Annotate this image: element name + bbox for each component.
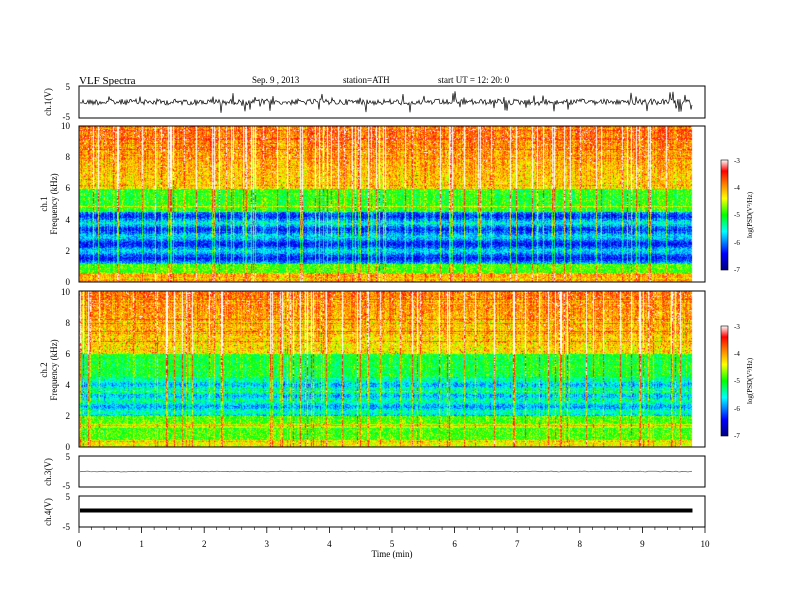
ch2-colorbar-label: log(PSD(V²/Hz) xyxy=(746,357,754,404)
x-tick-label: 10 xyxy=(701,539,711,549)
ch1-freq-yticks: 0 2 4 6 8 10 xyxy=(61,121,71,287)
x-axis-label: Time (min) xyxy=(372,549,413,559)
ch2-colorbar-tick-m3: -3 xyxy=(734,323,740,331)
ch2-colorbar-tick-m4: -4 xyxy=(734,350,740,358)
x-tick-label: 9 xyxy=(640,539,645,549)
x-tick-label: 7 xyxy=(515,539,520,549)
x-tick-label: 0 xyxy=(77,539,82,549)
ch3-waveform-trace xyxy=(79,470,693,473)
ch3-ylabel: ch.3(V) xyxy=(43,458,53,486)
ch2-freq-ytick-6: 6 xyxy=(66,349,71,359)
ch2-freq-ytick-0: 0 xyxy=(66,442,71,452)
ch1-wave-ytick-min: -5 xyxy=(63,112,71,122)
ch1-freq-ytick-0: 0 xyxy=(66,277,71,287)
x-tick-label: 3 xyxy=(265,539,270,549)
ch1-freq-ytick-8: 8 xyxy=(66,152,71,162)
ch2-freq-ylabel-line1: ch.2 xyxy=(39,362,49,377)
ch2-spectrogram-frame xyxy=(78,290,706,448)
start-time-label: start UT = 12: 20: 0 xyxy=(438,75,510,85)
date-label: Sep. 9 , 2013 xyxy=(252,75,300,85)
spectrogram-raster xyxy=(79,126,705,282)
ch3-ytick-min: -5 xyxy=(63,481,71,491)
x-axis: 0 1 2 3 4 5 6 7 8 9 10 xyxy=(77,527,710,549)
ch1-waveform-panel: 5 -5 ch.1(V) xyxy=(43,82,706,122)
ch1-spectrogram-frame xyxy=(78,125,706,283)
x-tick-label: 1 xyxy=(139,539,144,549)
ch2-colorbar-tick-m7: -7 xyxy=(734,432,740,440)
ch1-colorbar-tick-m5: -5 xyxy=(734,211,740,219)
ch4-ytick-max: 5 xyxy=(66,492,71,502)
x-tick-label: 4 xyxy=(327,539,332,549)
ch2-colorbar-tick-m5: -5 xyxy=(734,377,740,385)
ch1-colorbar-tick-m6: -6 xyxy=(734,239,740,247)
ch1-spectrogram-image xyxy=(79,126,705,282)
x-tick-label: 6 xyxy=(452,539,457,549)
ch4-waveform-panel: 5 -5 ch.4(V) xyxy=(43,492,706,532)
ch2-spectrogram-image xyxy=(79,291,705,447)
ch1-colorbar-tick-m3: -3 xyxy=(734,157,740,165)
x-tick-label: 5 xyxy=(390,539,395,549)
ch1-spectrogram-panel: 0 2 4 6 8 10 ch.1 Frequency (kHz) -3 -4 … xyxy=(39,121,754,287)
ch2-freq-ytick-10: 10 xyxy=(61,287,71,297)
x-tick-label: 2 xyxy=(202,539,207,549)
ch1-freq-ytick-6: 6 xyxy=(66,183,71,193)
ch1-freq-ytick-10: 10 xyxy=(61,121,71,131)
ch1-freq-ylabel-line1: ch.1 xyxy=(39,196,49,211)
ch3-waveform-panel: 5 -5 ch.3(V) xyxy=(43,452,706,491)
ch2-freq-ytick-2: 2 xyxy=(66,411,71,421)
ch1-wave-ytick-max: 5 xyxy=(66,82,71,92)
ch3-ytick-max: 5 xyxy=(66,452,71,462)
ch1-colorbar-tick-m4: -4 xyxy=(734,184,740,192)
ch1-freq-ylabel-line2: Frequency (kHz) xyxy=(49,173,59,234)
station-label: station=ATH xyxy=(343,75,390,85)
ch2-colorbar xyxy=(720,325,729,437)
ch1-waveform-trace xyxy=(79,91,693,113)
x-tick-label: 8 xyxy=(578,539,583,549)
ch4-ylabel: ch.4(V) xyxy=(43,498,53,526)
ch1-freq-ytick-2: 2 xyxy=(66,246,71,256)
ch1-wave-ylabel: ch.1(V) xyxy=(43,88,53,116)
ch1-waveform-frame xyxy=(78,85,706,119)
ch2-freq-ytick-4: 4 xyxy=(66,380,71,390)
ch1-freq-ytick-4: 4 xyxy=(66,215,71,225)
ch1-colorbar xyxy=(720,159,729,271)
ch1-colorbar-tick-m7: -7 xyxy=(734,266,740,274)
ch3-waveform-frame xyxy=(78,455,706,488)
figure-title: VLF Spectra xyxy=(79,75,136,87)
ch2-freq-ylabel-line2: Frequency (kHz) xyxy=(49,339,59,400)
ch2-colorbar-tick-m6: -6 xyxy=(734,405,740,413)
ch2-spectrogram-panel: 0 2 4 6 8 10 ch.2 Frequency (kHz) -3 -4 … xyxy=(39,287,754,452)
ch1-colorbar-label: log(PSD(V²/Hz) xyxy=(746,191,754,238)
ch4-ytick-min: -5 xyxy=(63,522,71,532)
ch2-freq-ytick-8: 8 xyxy=(66,318,71,328)
spectrogram-raster xyxy=(79,291,705,447)
